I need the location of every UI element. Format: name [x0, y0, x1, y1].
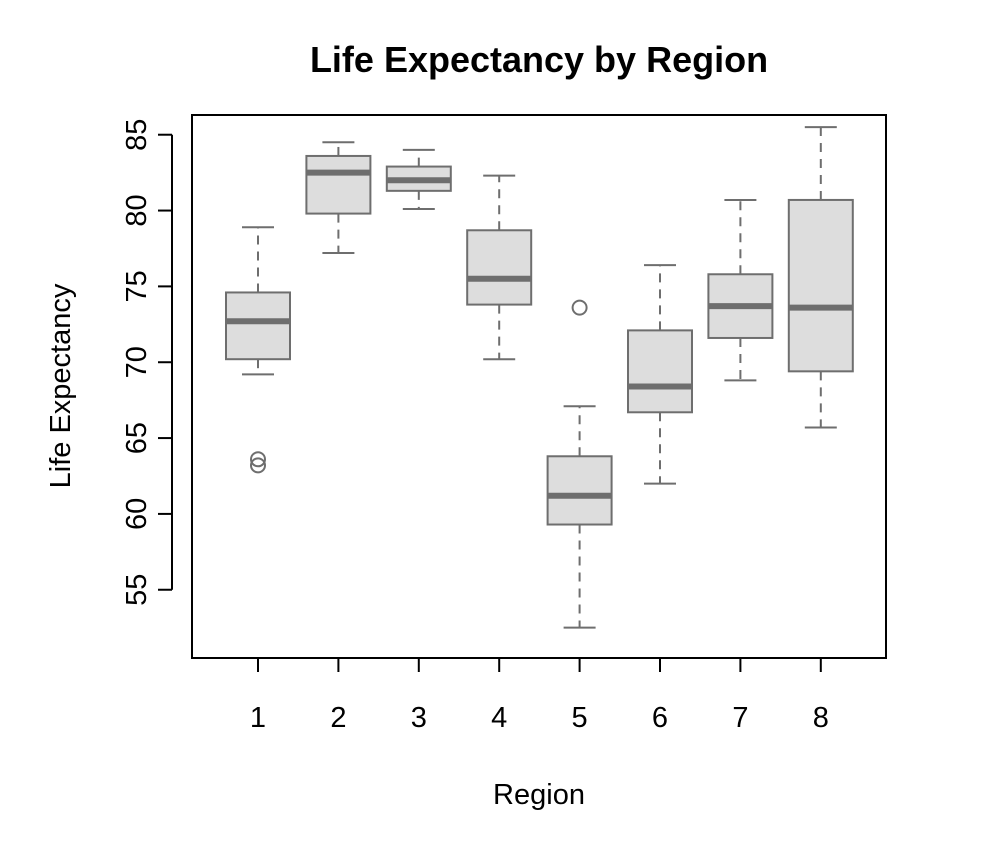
x-tick-label: 7: [732, 702, 748, 734]
x-tick-label: 1: [250, 702, 266, 734]
y-tick-label: 75: [121, 270, 153, 302]
box-region-3: [385, 148, 452, 211]
x-axis-label: Region: [493, 779, 585, 811]
outlier-point: [250, 457, 266, 474]
x-tick-label: 4: [491, 702, 507, 734]
iqr-box: [305, 154, 372, 215]
box-region-1: [225, 226, 291, 474]
x-tick-label: 6: [652, 702, 668, 734]
y-axis: 55 60 65 70 75 80 85: [121, 119, 173, 606]
y-tick-label: 65: [121, 422, 153, 454]
outlier-point: [571, 299, 588, 316]
box-region-4: [466, 174, 533, 361]
iqr-box: [466, 229, 533, 306]
box-region-8: [787, 126, 854, 429]
y-tick-label: 60: [121, 498, 153, 530]
y-axis-label: Life Expectancy: [45, 283, 77, 488]
iqr-box: [627, 329, 693, 414]
box-region-6: [627, 264, 693, 485]
y-tick-label: 85: [121, 119, 153, 151]
box-region-5: [546, 299, 613, 629]
iqr-box: [787, 198, 854, 373]
y-tick-label: 70: [121, 346, 153, 378]
x-tick-label: 5: [572, 702, 588, 734]
box-region-2: [305, 141, 372, 255]
x-tick-label: 3: [411, 702, 427, 734]
x-tick-label: 8: [813, 702, 829, 734]
boxes-group: [225, 126, 854, 629]
plot-frame: [191, 114, 887, 659]
iqr-box: [225, 291, 291, 361]
x-tick-label: 2: [330, 702, 346, 734]
x-axis: 1 2 3 4 5 6 7 8: [250, 657, 829, 734]
iqr-box: [546, 455, 613, 526]
y-tick-label: 55: [121, 574, 153, 606]
y-tick-label: 80: [121, 194, 153, 226]
chart-title: Life Expectancy by Region: [310, 39, 768, 80]
outlier-point: [250, 451, 266, 468]
box-region-7: [707, 198, 774, 382]
